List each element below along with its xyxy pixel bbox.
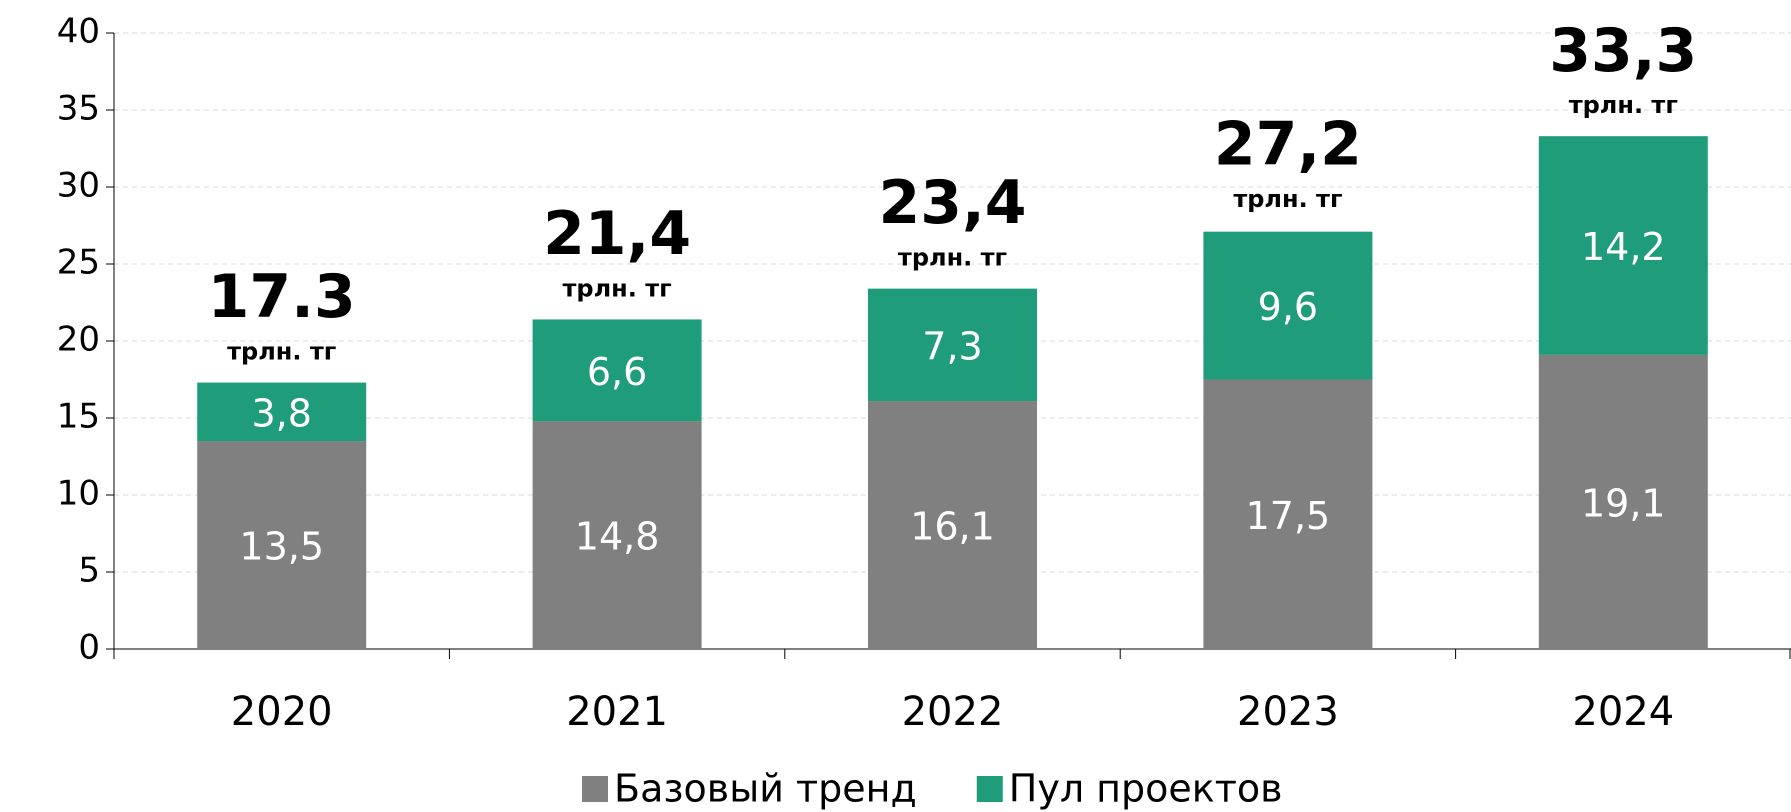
y-tick-label: 25 [57,243,100,283]
y-tick-label: 0 [78,628,100,668]
value-label: 17,5 [1246,494,1331,538]
total-unit: трлн. тг [1569,91,1678,119]
legend-swatch [582,776,608,802]
value-label: 9,6 [1258,285,1318,329]
x-tick-label: 2021 [566,689,668,735]
total-unit: трлн. тг [1233,185,1342,213]
total-unit: трлн. тг [898,244,1007,272]
bar-segment [532,319,702,422]
total-label: 17.3 [208,262,356,332]
value-label: 3,8 [251,391,311,435]
x-tick-label: 2020 [231,689,333,735]
total-label: 33,3 [1549,16,1697,86]
y-tick-label: 30 [57,166,100,206]
x-tick-label: 2024 [1572,689,1674,735]
bar-segment [1538,354,1708,649]
bar-segment [868,288,1037,402]
y-tick-label: 40 [57,12,100,52]
y-tick-label: 10 [57,474,100,514]
y-tick-label: 20 [57,320,100,360]
legend-label: Пул проектов [1009,767,1283,811]
bar-segment [197,382,367,442]
total-label: 21,4 [543,199,691,269]
total-label: 27,2 [1214,110,1362,180]
y-tick-label: 15 [57,397,100,437]
value-label: 19,1 [1581,481,1666,525]
value-label: 16,1 [910,505,995,549]
value-label: 13,5 [239,525,324,569]
value-label: 7,3 [922,324,982,368]
x-tick-label: 2022 [902,689,1004,735]
bar-segment [1203,379,1373,649]
value-label: 14,8 [575,515,660,559]
y-tick-label: 5 [78,551,100,591]
bar-segment [532,421,702,649]
legend-label: Базовый тренд [614,767,917,811]
value-label: 14,2 [1581,225,1666,269]
x-tick-label: 2023 [1237,689,1339,735]
total-unit: трлн. тг [563,274,672,302]
bar-segment [1203,231,1373,380]
bar-segment [868,401,1037,649]
total-unit: трлн. тг [227,338,336,366]
y-tick-label: 35 [57,89,100,129]
value-label: 6,6 [587,350,647,394]
legend-swatch [976,776,1003,802]
bar-segment [1538,136,1708,355]
total-label: 23,4 [878,168,1026,238]
bar-segment [197,441,367,649]
